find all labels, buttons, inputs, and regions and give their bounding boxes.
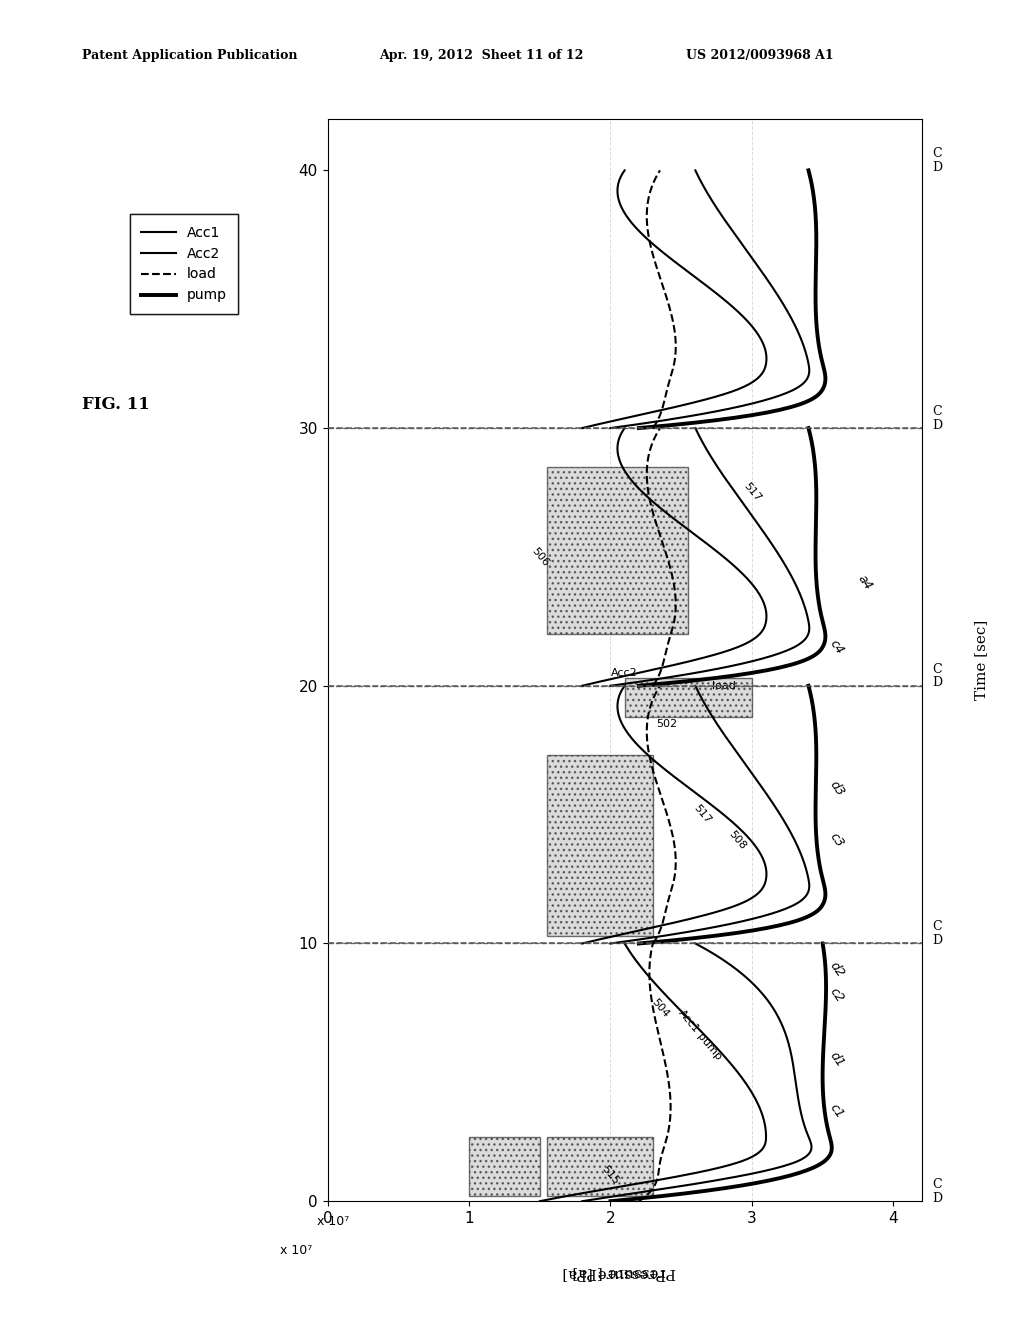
Text: C: C — [933, 920, 942, 933]
Text: 515: 515 — [600, 1164, 622, 1187]
Text: 506: 506 — [529, 545, 550, 568]
Bar — [547, 1137, 653, 1196]
Text: D: D — [933, 1192, 943, 1205]
Bar — [469, 1137, 540, 1196]
Text: D: D — [933, 161, 943, 174]
Text: c3: c3 — [827, 830, 847, 850]
Text: a4: a4 — [855, 573, 874, 593]
Text: 508: 508 — [727, 829, 749, 851]
Text: C: C — [933, 663, 942, 676]
Text: x 10⁷: x 10⁷ — [317, 1214, 349, 1228]
Text: d2: d2 — [826, 960, 847, 979]
Text: c2: c2 — [827, 985, 847, 1005]
Text: Acc2: Acc2 — [611, 668, 638, 678]
Text: Pressure [Pa]: Pressure [Pa] — [572, 1266, 677, 1280]
Text: Patent Application Publication: Patent Application Publication — [82, 49, 297, 62]
Legend: Acc1, Acc2, load, pump: Acc1, Acc2, load, pump — [130, 214, 239, 314]
Text: 502: 502 — [656, 719, 678, 730]
Text: Pressure [Pa]: Pressure [Pa] — [562, 1266, 667, 1280]
Text: 504: 504 — [649, 997, 671, 1019]
Text: 517: 517 — [692, 804, 713, 826]
Text: c1: c1 — [827, 1101, 847, 1121]
Text: D: D — [933, 676, 943, 689]
Text: D: D — [933, 935, 943, 948]
Text: d3: d3 — [826, 779, 847, 799]
Text: x 10⁷: x 10⁷ — [281, 1245, 312, 1258]
Bar — [547, 467, 688, 634]
Text: FIG. 11: FIG. 11 — [82, 396, 150, 413]
Bar — [547, 755, 653, 936]
Text: d1: d1 — [826, 1049, 847, 1069]
Text: Time [sec]: Time [sec] — [974, 620, 988, 700]
Text: C: C — [933, 405, 942, 418]
Text: US 2012/0093968 A1: US 2012/0093968 A1 — [686, 49, 834, 62]
Bar — [625, 678, 752, 717]
Text: 517: 517 — [741, 482, 763, 504]
Text: C: C — [933, 1177, 942, 1191]
Text: pump: pump — [695, 1031, 724, 1063]
Text: Acc1: Acc1 — [676, 1007, 700, 1034]
Text: load: load — [712, 681, 735, 690]
Text: Apr. 19, 2012  Sheet 11 of 12: Apr. 19, 2012 Sheet 11 of 12 — [379, 49, 584, 62]
Text: D: D — [933, 418, 943, 432]
Text: c4: c4 — [827, 638, 847, 657]
Text: C: C — [933, 147, 942, 160]
